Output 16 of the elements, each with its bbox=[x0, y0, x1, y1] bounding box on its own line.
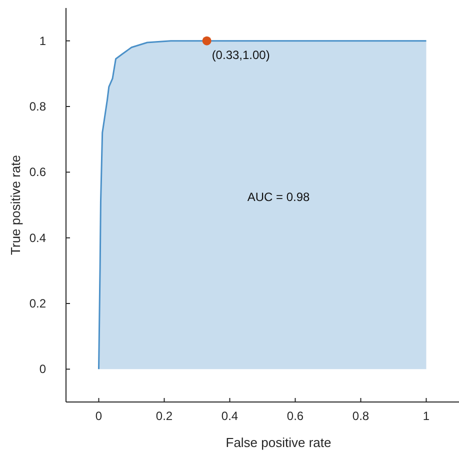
y-tick-label: 0.4 bbox=[29, 230, 46, 245]
annotation: (0.33,1.00) bbox=[212, 48, 270, 62]
y-axis-title: True positive rate bbox=[8, 155, 23, 255]
x-tick-label: 0 bbox=[95, 409, 102, 423]
x-tick-label: 0.4 bbox=[221, 409, 238, 423]
x-tick-label: 1 bbox=[422, 409, 430, 423]
y-tick-label: 0.6 bbox=[29, 165, 46, 180]
annotation: AUC = 0.98 bbox=[247, 190, 310, 204]
y-tick-label: 0.8 bbox=[29, 100, 46, 114]
y-tick-label: 0.2 bbox=[29, 296, 46, 310]
x-tick-label: 0.8 bbox=[352, 409, 370, 423]
x-tick-label: 0.2 bbox=[156, 409, 173, 423]
x-tick-label: 0.6 bbox=[286, 409, 304, 423]
y-tick-label: 0 bbox=[39, 362, 46, 376]
x-axis-title: False positive rate bbox=[226, 435, 332, 450]
y-tick-label: 1 bbox=[39, 34, 46, 48]
